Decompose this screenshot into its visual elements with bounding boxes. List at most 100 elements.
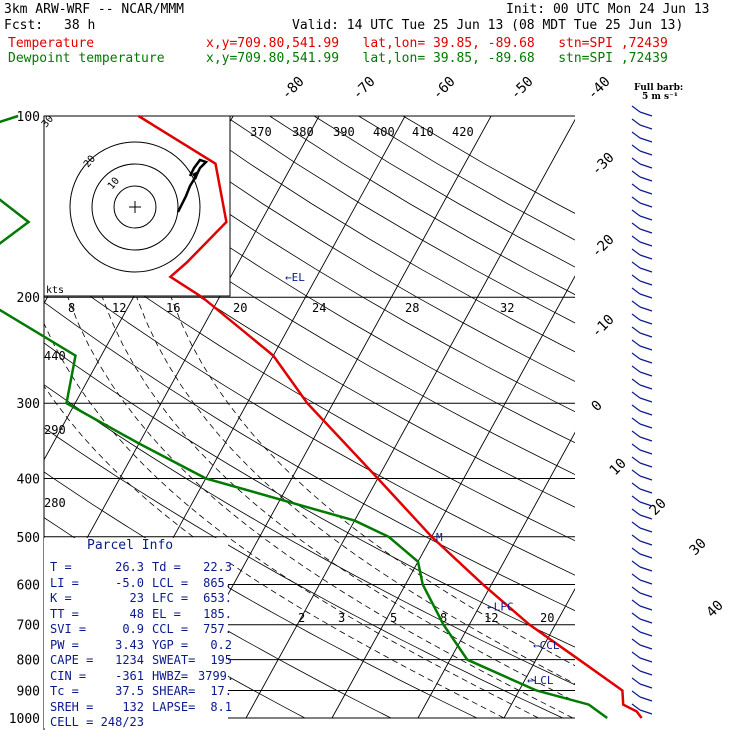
parcel-cell: CCL =: [152, 622, 189, 636]
dry-adiabat: [91, 116, 575, 413]
full-barb-speed: 5 m s⁻¹: [642, 92, 678, 102]
hodograph: 10 20 30 kts: [40, 114, 231, 297]
parcel-cell: LI =: [50, 575, 79, 590]
wind-barb-flag: [631, 586, 641, 594]
wind-barb: [639, 202, 653, 208]
dry-adiabat: [44, 427, 564, 719]
temperature-tick-label: -30: [589, 150, 618, 179]
level-marker-el: ←EL: [285, 271, 305, 284]
model-title: 3km ARW-WRF -- NCAR/MMM: [4, 2, 185, 17]
wind-barb-flag: [631, 677, 641, 685]
theta-tick-label: 390: [333, 125, 355, 139]
wind-barb: [639, 124, 653, 130]
temperature-tick-label: -40: [585, 74, 614, 103]
temperature-tick-label: -20: [589, 232, 618, 261]
wind-barb: [639, 371, 653, 377]
hodograph-trace: [176, 158, 209, 213]
parcel-cell: CAPE =: [50, 653, 94, 667]
wind-barb-flag: [631, 144, 641, 152]
moist-adiabat: [44, 385, 505, 719]
wind-barb-flag: [631, 651, 641, 659]
parcel-cell: 248/23: [100, 715, 144, 729]
hodograph-units: kts: [46, 285, 64, 296]
pressure-label: 300: [17, 397, 40, 412]
wind-barb-legend: Full barb: 5 m s⁻¹: [634, 84, 683, 102]
isotherm-line: [331, 275, 575, 719]
temperature-tick-label: -60: [430, 74, 459, 103]
wind-barb-flag: [631, 625, 641, 633]
wind-barb: [639, 657, 653, 663]
wind-barb: [639, 709, 653, 715]
wind-barb: [639, 137, 653, 143]
wind-barb-flag: [631, 248, 641, 256]
parcel-row: CAPE = 1234 SWEAT= 195: [50, 653, 232, 669]
parcel-cell: K =: [50, 591, 72, 605]
dry-adiabat: [44, 342, 575, 648]
parcel-cell: 22.3: [203, 560, 232, 574]
theta-tick-label: 370: [250, 125, 272, 139]
parcel-row: Tc = 37.5 SHEAR= 17.: [50, 684, 232, 700]
parcel-cell: LCL =: [152, 575, 189, 590]
temperature-tick-label: 20: [647, 496, 670, 519]
parcel-row: LI = -5.0 LCL = 865.: [50, 576, 232, 592]
dry-adiabat: [180, 116, 575, 353]
wind-barb-flag: [631, 222, 641, 230]
theta-tick-label: 420: [452, 125, 474, 139]
wind-barb: [639, 462, 653, 468]
parcel-cell: 48: [129, 606, 144, 621]
dry-adiabat: [224, 116, 575, 324]
wind-barb: [639, 527, 653, 533]
isotherm-line: [417, 431, 575, 719]
mixing-ratio-label: 8: [440, 611, 447, 625]
parcel-row: K = 23 LFC = 653.: [50, 591, 232, 607]
mixing-ratio-label: 12: [484, 611, 498, 625]
wind-barb-flag: [631, 521, 641, 529]
parcel-cell: T =: [50, 560, 72, 574]
wind-barb: [639, 397, 653, 403]
wind-barb: [639, 423, 653, 429]
temperature-tick-label: 30: [687, 536, 710, 559]
pressure-label: 100: [17, 110, 40, 125]
parcel-cell: 757.: [203, 622, 232, 636]
wind-barb-flag: [631, 573, 641, 581]
parcel-cell: 195: [210, 653, 232, 667]
moist-adiabat-lines: [44, 297, 575, 719]
wind-barb-flag: [631, 131, 641, 139]
parcel-cell: 865.: [203, 575, 232, 590]
forecast-hours: 38 h: [64, 18, 96, 33]
level-marker-ccl: ←CCL: [533, 639, 560, 652]
wind-barb-flag: [631, 105, 641, 113]
wind-barb-flag: [631, 170, 641, 178]
parcel-row: TT = 48 EL = 185.: [50, 607, 232, 623]
dry-adiabat: [402, 116, 575, 214]
wind-barb-flag: [631, 183, 641, 191]
wind-barb-flag: [631, 638, 641, 646]
level-marker-lfc: ←LFC: [487, 601, 514, 614]
level-markers: ←EL ←LFC ←CCL ←LCL M: [285, 271, 560, 687]
wind-barb-flag: [631, 352, 641, 360]
pressure-label: 700: [17, 619, 40, 634]
mixing-ratio-label: 3: [338, 611, 345, 625]
temperature-tick-label: -50: [508, 74, 537, 103]
parcel-cell: 26.3: [115, 560, 144, 574]
dry-adiabat: [44, 223, 575, 542]
parcel-cell: 653.: [203, 591, 232, 605]
theta-tick-label: 410: [412, 125, 434, 139]
wind-barb: [639, 215, 653, 221]
pressure-label: 1000: [9, 712, 40, 727]
wind-barb-flag: [631, 703, 641, 711]
dry-adiabat: [44, 262, 575, 576]
moist-adiabat: [67, 297, 573, 719]
wind-barb-flag: [631, 456, 641, 464]
wind-barb-flag: [631, 196, 641, 204]
parcel-row: SREH = 132 LAPSE= 8.1: [50, 700, 232, 716]
mixing-ratio-label: 32: [500, 301, 514, 315]
wind-barb-flag: [631, 547, 641, 555]
wind-barb: [639, 111, 653, 117]
pressure-label: 600: [17, 578, 40, 593]
isotherm-line: [503, 587, 575, 719]
wind-barb-flag: [631, 287, 641, 295]
wind-barb: [639, 384, 653, 390]
wind-barb-flag: [631, 118, 641, 126]
dewpoint-line: [0, 114, 608, 720]
